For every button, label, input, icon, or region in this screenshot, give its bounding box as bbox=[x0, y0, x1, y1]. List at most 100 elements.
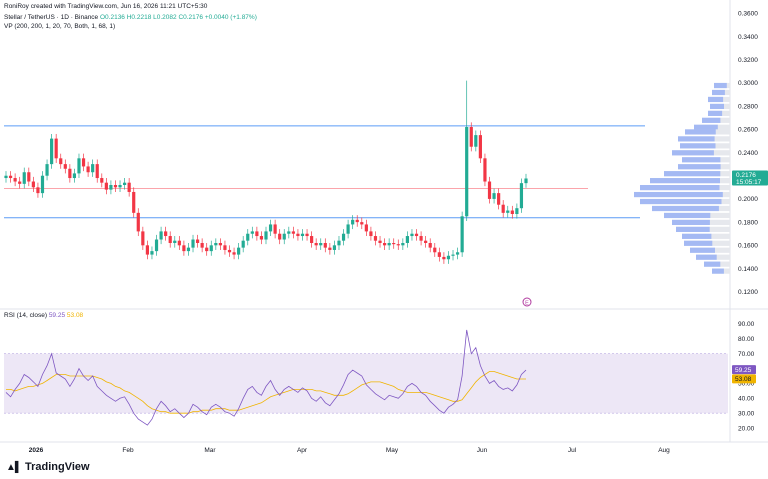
vp-bar-total bbox=[690, 247, 730, 253]
vp-bar-up bbox=[634, 191, 723, 198]
candle-body bbox=[113, 185, 118, 188]
vp-bar-total bbox=[678, 136, 730, 142]
candle-body bbox=[195, 239, 200, 243]
vp-bar-up bbox=[664, 212, 711, 219]
candle-body bbox=[451, 254, 455, 256]
price-tick-label: 0.3200 bbox=[738, 57, 758, 64]
candle-body bbox=[45, 164, 49, 176]
last-price-value: 0.2176 bbox=[736, 172, 756, 179]
candle-body bbox=[182, 245, 186, 252]
candle-body bbox=[524, 178, 528, 184]
vp-bar-up bbox=[696, 254, 717, 260]
candle-body bbox=[305, 233, 309, 237]
candle-body bbox=[419, 236, 423, 241]
price-legend[interactable]: Stellar / TetherUS · 1D · Binance O0.213… bbox=[4, 14, 257, 21]
vp-bar-up bbox=[682, 157, 721, 163]
change-value: +0.0040 (+1.87%) bbox=[204, 14, 257, 21]
candle-body bbox=[492, 193, 496, 199]
candle-body bbox=[501, 204, 505, 213]
candle-body bbox=[483, 158, 487, 182]
candle-body bbox=[241, 240, 245, 248]
candle-body bbox=[405, 236, 409, 243]
rsi-tick-label: 30.00 bbox=[738, 410, 755, 417]
candle-body bbox=[86, 166, 90, 173]
vp-bar-total bbox=[704, 261, 730, 267]
candle-body bbox=[127, 182, 131, 192]
candle-body bbox=[396, 244, 400, 246]
candle-body bbox=[8, 175, 13, 179]
candle-body bbox=[515, 208, 519, 214]
candle-body bbox=[191, 239, 195, 248]
price-tick-label: 0.2400 bbox=[738, 150, 758, 157]
time-axis-label: Mar bbox=[204, 447, 216, 454]
vp-legend[interactable]: VP (200, 200, 1, 20, 70, Both, 1, 68, 1) bbox=[4, 23, 116, 30]
vp-bar-up bbox=[714, 82, 727, 89]
candle-body bbox=[319, 243, 323, 246]
bar-countdown: 15:05:17 bbox=[736, 179, 762, 186]
candle-body bbox=[95, 164, 99, 179]
vp-bar-total bbox=[712, 268, 730, 274]
rsi-badge bbox=[732, 365, 756, 375]
vp-bar-up bbox=[694, 124, 718, 130]
vp-bar-up bbox=[672, 219, 710, 226]
candle-body bbox=[109, 185, 113, 190]
brand-label: TradingView bbox=[24, 461, 90, 473]
vp-bar-total bbox=[680, 143, 730, 149]
candle-body bbox=[77, 158, 81, 174]
candle-body bbox=[100, 178, 104, 183]
candle-body bbox=[227, 249, 232, 253]
vp-bar-up bbox=[690, 247, 715, 253]
candle-body bbox=[291, 231, 295, 234]
time-axis-label: 2026 bbox=[29, 447, 44, 454]
candle-body bbox=[246, 233, 250, 241]
rsi-tick-label: 50.00 bbox=[738, 381, 755, 388]
vp-bar-total bbox=[685, 129, 730, 135]
candle-body bbox=[31, 181, 35, 188]
vp-bar-up bbox=[682, 233, 712, 239]
rsi-tick-label: 20.00 bbox=[738, 425, 755, 432]
candle-body bbox=[200, 243, 204, 248]
candle-body bbox=[123, 182, 127, 185]
candle-body bbox=[351, 219, 355, 225]
price-tick-label: 0.2800 bbox=[738, 103, 758, 110]
tradingview-brand[interactable]: ▲▌ TradingView bbox=[6, 461, 90, 473]
candle-body bbox=[205, 247, 209, 252]
candle-body bbox=[4, 175, 8, 179]
vp-bar-up bbox=[640, 198, 722, 205]
candle-body bbox=[410, 233, 414, 237]
candle-body bbox=[487, 181, 492, 199]
candle-body bbox=[259, 236, 264, 240]
vp-bar-up bbox=[708, 96, 724, 103]
candle-body bbox=[497, 193, 501, 205]
candle-body bbox=[136, 212, 140, 232]
vp-bar-total bbox=[634, 191, 730, 198]
vp-bar-up bbox=[712, 89, 725, 96]
price-tick-label: 0.1800 bbox=[738, 219, 758, 226]
candle-body bbox=[145, 245, 149, 255]
candle-body bbox=[428, 243, 432, 248]
vp-bar-up bbox=[676, 226, 710, 232]
candle-body bbox=[387, 243, 391, 246]
rsi-tick-label: 40.00 bbox=[738, 396, 755, 403]
candle-body bbox=[63, 164, 67, 169]
candle-body bbox=[337, 240, 341, 246]
vp-bar-up bbox=[702, 117, 721, 123]
price-tick-label: 0.1200 bbox=[738, 289, 758, 296]
vp-bar-total bbox=[710, 103, 730, 110]
candle-body bbox=[168, 236, 172, 243]
candle-body bbox=[465, 127, 469, 217]
candle-body bbox=[506, 210, 510, 213]
candle-body bbox=[36, 187, 40, 194]
candle-body bbox=[314, 243, 318, 246]
candle-body bbox=[27, 172, 31, 182]
vp-bar-up bbox=[704, 261, 721, 267]
price-tick-label: 0.1600 bbox=[738, 243, 758, 250]
vp-bar-total bbox=[672, 150, 730, 156]
candle-body bbox=[13, 178, 17, 182]
vp-bar-up bbox=[678, 164, 721, 170]
candle-body bbox=[360, 222, 364, 225]
rsi-legend[interactable]: RSI (14, close) 59.25 53.08 bbox=[4, 312, 83, 319]
candle-body bbox=[287, 231, 291, 234]
price-tick-label: 0.2000 bbox=[738, 196, 758, 203]
